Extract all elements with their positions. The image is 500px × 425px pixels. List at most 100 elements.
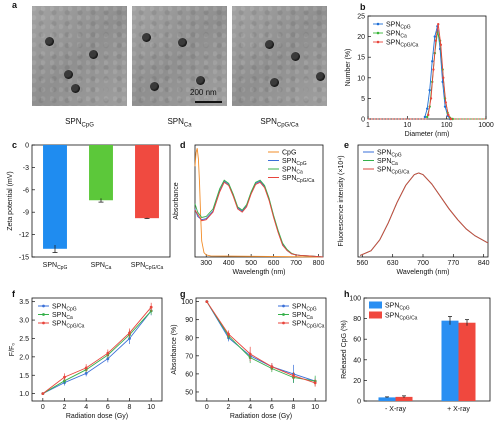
y-tick-label: 0 bbox=[361, 117, 365, 124]
data-point bbox=[292, 374, 295, 378]
x-tick-label: 6 bbox=[106, 404, 110, 411]
legend-label: SPNCpG bbox=[282, 158, 307, 167]
y-tick-label: 25 bbox=[357, 14, 365, 21]
panel-letter: b bbox=[360, 2, 366, 12]
bar bbox=[441, 320, 459, 401]
category-label: SPNCa bbox=[91, 262, 112, 271]
plot-frame bbox=[31, 297, 163, 402]
nanoparticle bbox=[64, 70, 73, 79]
plot-frame bbox=[363, 297, 491, 402]
x-tick-label: 10 bbox=[311, 404, 319, 411]
series-line bbox=[194, 181, 324, 258]
nanoparticle bbox=[291, 52, 300, 61]
panel-letter: g bbox=[180, 289, 186, 299]
data-point bbox=[84, 366, 88, 370]
series-line bbox=[360, 172, 489, 256]
nanoparticle bbox=[178, 38, 187, 47]
tem-caption-2: SPNCa bbox=[167, 117, 192, 129]
y-tick-label: 100 bbox=[181, 299, 193, 306]
x-axis-label: Wavelength (nm) bbox=[232, 269, 285, 276]
y-tick-label: -9 bbox=[23, 210, 29, 217]
y-tick-label: 2.5 bbox=[19, 336, 29, 343]
x-tick-label: 600 bbox=[268, 260, 280, 267]
legend-label: SPNCpG bbox=[385, 303, 410, 312]
series-line bbox=[42, 306, 152, 394]
y-tick-label: 5 bbox=[361, 96, 365, 103]
series-line bbox=[194, 148, 324, 258]
x-tick-label: 770 bbox=[447, 260, 459, 267]
panel-letter: e bbox=[344, 140, 349, 150]
nanoparticle bbox=[316, 72, 325, 81]
tem-image-1 bbox=[32, 6, 127, 106]
plot-frame bbox=[195, 297, 327, 402]
nanoparticle bbox=[196, 76, 205, 85]
y-axis-label: Absorbance bbox=[173, 182, 180, 219]
y-tick-label: 10 bbox=[357, 75, 365, 82]
x-tick-label: 2 bbox=[63, 404, 67, 411]
panel-d: d 300 400 500 600 700 800 CpGSPNCpGSPNCaSPNCpG/… bbox=[173, 140, 324, 276]
series-line bbox=[206, 301, 316, 384]
x-tick-label: 1000 bbox=[478, 122, 494, 129]
data-point bbox=[149, 305, 153, 309]
legend-label: SPNCa bbox=[386, 31, 407, 40]
plot-frame bbox=[194, 144, 324, 258]
y-tick-label: 80 bbox=[185, 335, 193, 342]
category-label: + X-ray bbox=[447, 406, 470, 413]
series-line bbox=[206, 301, 316, 382]
y-tick-label: 15 bbox=[357, 55, 365, 62]
data-point bbox=[205, 300, 209, 304]
legend-marker bbox=[376, 31, 380, 35]
legend-label: SPNCpG/Ca bbox=[292, 321, 325, 330]
y-tick-label: -3 bbox=[23, 165, 29, 172]
legend-swatch bbox=[369, 301, 382, 309]
data-point bbox=[428, 88, 431, 92]
x-tick-label: 1 bbox=[366, 122, 370, 129]
x-tick-label: 630 bbox=[387, 260, 399, 267]
legend-label: SPNCpG/Ca bbox=[385, 313, 418, 322]
data-point bbox=[270, 365, 274, 369]
bar bbox=[89, 145, 113, 201]
x-tick-label: 560 bbox=[356, 260, 368, 267]
x-tick-label: 10 bbox=[403, 122, 411, 129]
y-axis-label: Fluorescence intensity (×10⁴) bbox=[338, 155, 345, 246]
data-point bbox=[106, 351, 110, 355]
nanoparticle bbox=[45, 37, 54, 46]
x-tick-label: 8 bbox=[128, 404, 132, 411]
bar bbox=[43, 145, 67, 249]
data-point bbox=[128, 331, 131, 335]
legend-label: SPNCpG bbox=[377, 150, 402, 159]
x-tick-label: 10 bbox=[147, 404, 155, 411]
series-line bbox=[206, 301, 316, 382]
x-tick-label: 4 bbox=[84, 404, 88, 411]
data-point bbox=[423, 115, 427, 119]
x-tick-label: 800 bbox=[313, 260, 325, 267]
bar bbox=[135, 145, 159, 219]
legend-label: SPNCpG bbox=[386, 22, 411, 31]
x-tick-label: 0 bbox=[205, 404, 209, 411]
y-tick-label: 0 bbox=[357, 399, 361, 406]
series-line bbox=[194, 179, 324, 258]
legend-label: SPNCpG/Ca bbox=[52, 321, 85, 330]
legend-label: SPNCpG bbox=[292, 304, 317, 313]
tem-image-3 bbox=[232, 6, 327, 106]
y-tick-label: 1.0 bbox=[19, 391, 29, 398]
y-tick-label: 1.5 bbox=[19, 373, 29, 380]
y-axis-label: Zeta potential (mV) bbox=[7, 171, 14, 231]
series-line bbox=[42, 310, 152, 395]
y-axis-label: Absorbance (%) bbox=[171, 324, 178, 374]
panel-letter: c bbox=[12, 140, 17, 150]
y-tick-label: 70 bbox=[185, 353, 193, 360]
y-tick-label: -12 bbox=[19, 232, 29, 239]
data-point bbox=[426, 115, 429, 119]
panel-letter: h bbox=[344, 289, 350, 299]
panel-g: g 0 2 4 6 8 10 50 60 70 80 90 100 SPNCpGSPNCaSPNCpG/C… bbox=[171, 289, 327, 420]
data-point bbox=[84, 372, 88, 375]
bar bbox=[395, 396, 413, 401]
y-tick-label: 80 bbox=[353, 316, 361, 323]
legend-marker bbox=[376, 22, 380, 26]
x-tick-label: 2 bbox=[227, 404, 231, 411]
y-tick-label: 50 bbox=[185, 389, 193, 396]
scalebar bbox=[195, 101, 222, 103]
legend-marker bbox=[282, 321, 285, 325]
